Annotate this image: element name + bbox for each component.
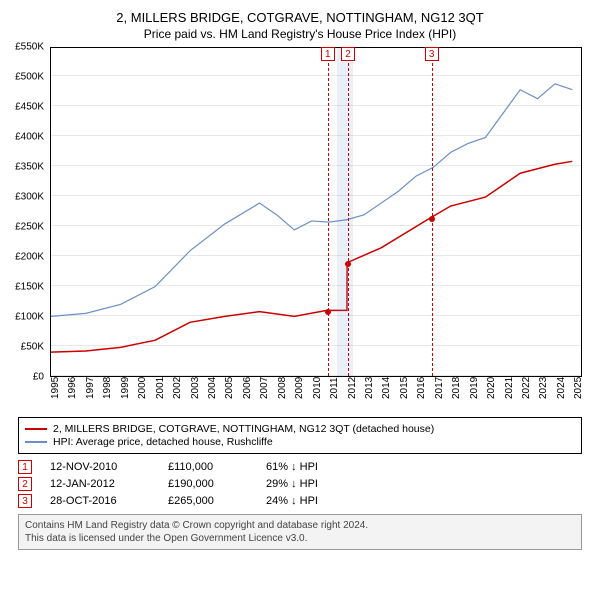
y-tick-label: £450K <box>15 102 44 113</box>
x-tick-label: 1996 <box>67 377 78 399</box>
series-hpi <box>51 84 572 317</box>
x-tick-label: 2024 <box>556 377 567 399</box>
event-delta: 24% ↓ HPI <box>266 495 318 507</box>
sale-point <box>325 309 331 315</box>
chart-subtitle: Price paid vs. HM Land Registry's House … <box>10 27 590 41</box>
legend-row: 2, MILLERS BRIDGE, COTGRAVE, NOTTINGHAM,… <box>25 423 575 435</box>
chart-container: 2, MILLERS BRIDGE, COTGRAVE, NOTTINGHAM,… <box>0 0 600 590</box>
y-tick-label: £300K <box>15 192 44 203</box>
legend-swatch <box>25 441 47 443</box>
sale-point <box>345 261 351 267</box>
x-axis-labels: 1995 1996 1997 1998 1999 2000 2001 2002 2003 2004… <box>50 377 582 407</box>
event-price: £110,000 <box>168 461 248 473</box>
x-tick-label: 1999 <box>120 377 131 399</box>
x-tick-label: 2007 <box>259 377 270 399</box>
event-date: 28-OCT-2016 <box>50 495 150 507</box>
x-tick-label: 1997 <box>85 377 96 399</box>
y-tick-label: £150K <box>15 282 44 293</box>
event-line <box>432 48 433 376</box>
x-tick-label: 2013 <box>364 377 375 399</box>
x-tick-label: 2023 <box>538 377 549 399</box>
y-tick-label: £250K <box>15 222 44 233</box>
event-delta: 61% ↓ HPI <box>266 461 318 473</box>
x-tick-label: 2018 <box>451 377 462 399</box>
attribution-footer: Contains HM Land Registry data © Crown c… <box>18 514 582 550</box>
line-series <box>51 48 581 376</box>
x-tick-label: 2014 <box>381 377 392 399</box>
legend-swatch <box>25 428 47 430</box>
x-tick-label: 2017 <box>434 377 445 399</box>
events-table: 1 12-NOV-2010 £110,000 61% ↓ HPI 2 12-JAN-201… <box>18 460 582 508</box>
sale-point <box>429 216 435 222</box>
x-tick-label: 2022 <box>521 377 532 399</box>
x-tick-label: 2003 <box>190 377 201 399</box>
event-id-box: 1 <box>18 460 32 474</box>
x-tick-label: 2011 <box>329 377 340 399</box>
x-tick-label: 2004 <box>207 377 218 399</box>
chart-title: 2, MILLERS BRIDGE, COTGRAVE, NOTTINGHAM,… <box>10 10 590 25</box>
x-tick-label: 2016 <box>416 377 427 399</box>
x-tick-label: 2000 <box>137 377 148 399</box>
x-tick-label: 2019 <box>469 377 480 399</box>
event-line <box>348 48 349 376</box>
x-tick-label: 2001 <box>155 377 166 399</box>
x-tick-label: 2008 <box>277 377 288 399</box>
y-tick-label: £350K <box>15 162 44 173</box>
x-tick-label: 2005 <box>224 377 235 399</box>
event-price: £190,000 <box>168 478 248 490</box>
x-tick-label: 2009 <box>294 377 305 399</box>
footer-line-2: This data is licensed under the Open Gov… <box>25 532 575 545</box>
y-tick-label: £400K <box>15 132 44 143</box>
y-axis-labels: £0£50K£100K£150K£200K£250K£300K£350K£400… <box>8 47 46 377</box>
legend-label: HPI: Average price, detached house, Rush… <box>53 436 273 448</box>
legend-row: HPI: Average price, detached house, Rush… <box>25 436 575 448</box>
y-tick-label: £550K <box>15 42 44 53</box>
x-tick-label: 1995 <box>50 377 61 399</box>
event-row: 3 28-OCT-2016 £265,000 24% ↓ HPI <box>18 494 582 508</box>
legend-label: 2, MILLERS BRIDGE, COTGRAVE, NOTTINGHAM,… <box>53 423 434 435</box>
event-date: 12-NOV-2010 <box>50 461 150 473</box>
x-tick-label: 2025 <box>573 377 584 399</box>
footer-line-1: Contains HM Land Registry data © Crown c… <box>25 519 575 532</box>
x-tick-label: 2015 <box>399 377 410 399</box>
y-tick-label: £500K <box>15 72 44 83</box>
y-tick-label: £100K <box>15 312 44 323</box>
event-id-box: 3 <box>18 494 32 508</box>
y-tick-label: £200K <box>15 252 44 263</box>
y-tick-label: £50K <box>21 342 44 353</box>
x-tick-label: 2012 <box>347 377 358 399</box>
x-tick-label: 2010 <box>312 377 323 399</box>
x-tick-label: 2002 <box>172 377 183 399</box>
x-tick-label: 2021 <box>504 377 515 399</box>
event-date: 12-JAN-2012 <box>50 478 150 490</box>
chart-area: £0£50K£100K£150K£200K£250K£300K£350K£400… <box>50 47 582 407</box>
event-row: 2 12-JAN-2012 £190,000 29% ↓ HPI <box>18 477 582 491</box>
plot-region: 12 3 <box>50 47 582 377</box>
x-tick-label: 2020 <box>486 377 497 399</box>
legend: 2, MILLERS BRIDGE, COTGRAVE, NOTTINGHAM,… <box>18 417 582 454</box>
event-price: £265,000 <box>168 495 248 507</box>
event-marker: 1 <box>321 47 335 61</box>
event-id-box: 2 <box>18 477 32 491</box>
event-marker: 3 <box>425 47 439 61</box>
event-line <box>328 48 329 376</box>
x-tick-label: 2006 <box>242 377 253 399</box>
y-tick-label: £0 <box>33 372 44 383</box>
event-band <box>337 48 353 376</box>
x-tick-label: 1998 <box>102 377 113 399</box>
event-row: 1 12-NOV-2010 £110,000 61% ↓ HPI <box>18 460 582 474</box>
event-marker: 2 <box>341 47 355 61</box>
series-property <box>51 161 572 352</box>
event-delta: 29% ↓ HPI <box>266 478 318 490</box>
